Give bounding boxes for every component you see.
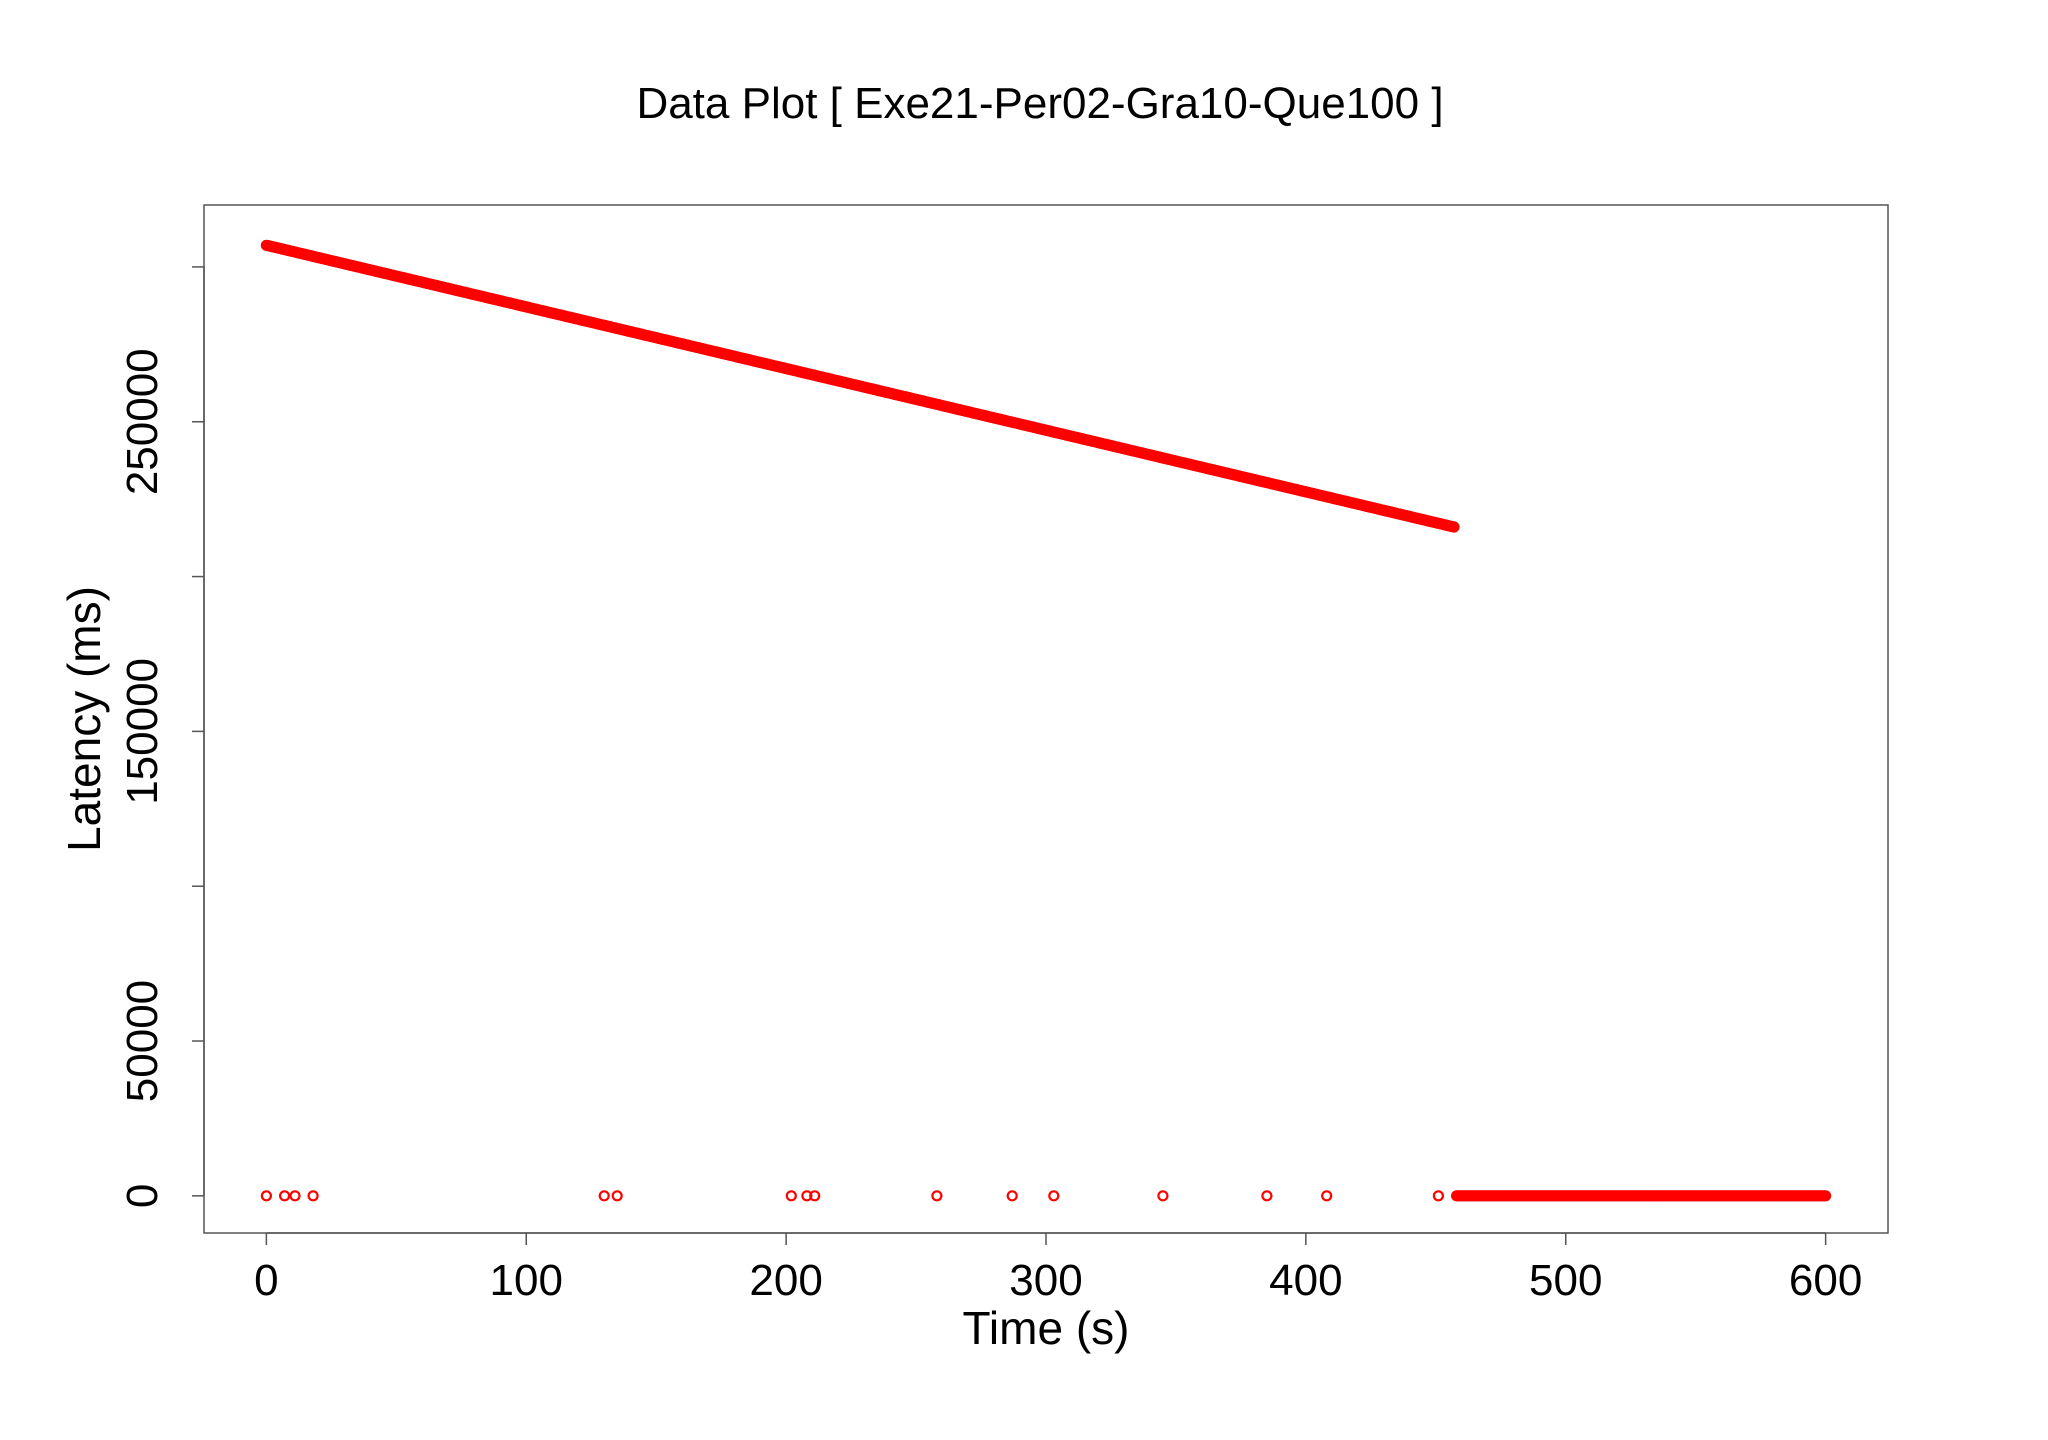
x-tick-label: 100 — [490, 1256, 563, 1305]
x-tick-label: 400 — [1269, 1256, 1342, 1305]
data-point — [931, 1190, 943, 1202]
data-point — [785, 1190, 797, 1202]
data-point — [1157, 1190, 1169, 1202]
data-point — [598, 1190, 610, 1202]
x-tick-label: 200 — [749, 1256, 822, 1305]
data-point — [611, 1190, 623, 1202]
chart-title: Data Plot [ Exe21-Per02-Gra10-Que100 ] — [636, 79, 1443, 128]
data-point — [1448, 521, 1460, 533]
x-tick-label: 500 — [1529, 1256, 1602, 1305]
data-point — [801, 1190, 813, 1202]
data-point — [809, 1190, 821, 1202]
data-points — [260, 239, 1832, 1202]
y-axis: 0 50000 150000 250000 — [118, 266, 205, 1208]
y-tick-label: 250000 — [118, 348, 167, 495]
data-point — [1819, 1190, 1832, 1202]
data-point — [1006, 1190, 1018, 1202]
x-axis-title: Time (s) — [963, 1302, 1130, 1354]
data-point — [1261, 1190, 1273, 1202]
data-point — [289, 1190, 301, 1202]
data-point — [307, 1190, 319, 1202]
data-point — [279, 1190, 291, 1202]
data-point — [1432, 1190, 1445, 1202]
y-tick-label: 0 — [118, 1184, 167, 1208]
y-axis-title: Latency (ms) — [58, 586, 110, 852]
x-axis: 0 100 200 300 400 500 600 — [254, 1232, 1862, 1305]
plot-frame — [203, 204, 1889, 1234]
data-point — [1048, 1190, 1060, 1202]
x-tick-label: 0 — [254, 1256, 278, 1305]
y-tick-label: 150000 — [118, 658, 167, 805]
y-tick-label: 50000 — [118, 980, 167, 1102]
data-point — [1321, 1190, 1333, 1202]
x-tick-label: 300 — [1009, 1256, 1082, 1305]
x-tick-label: 600 — [1789, 1256, 1862, 1305]
data-point — [260, 1190, 272, 1202]
